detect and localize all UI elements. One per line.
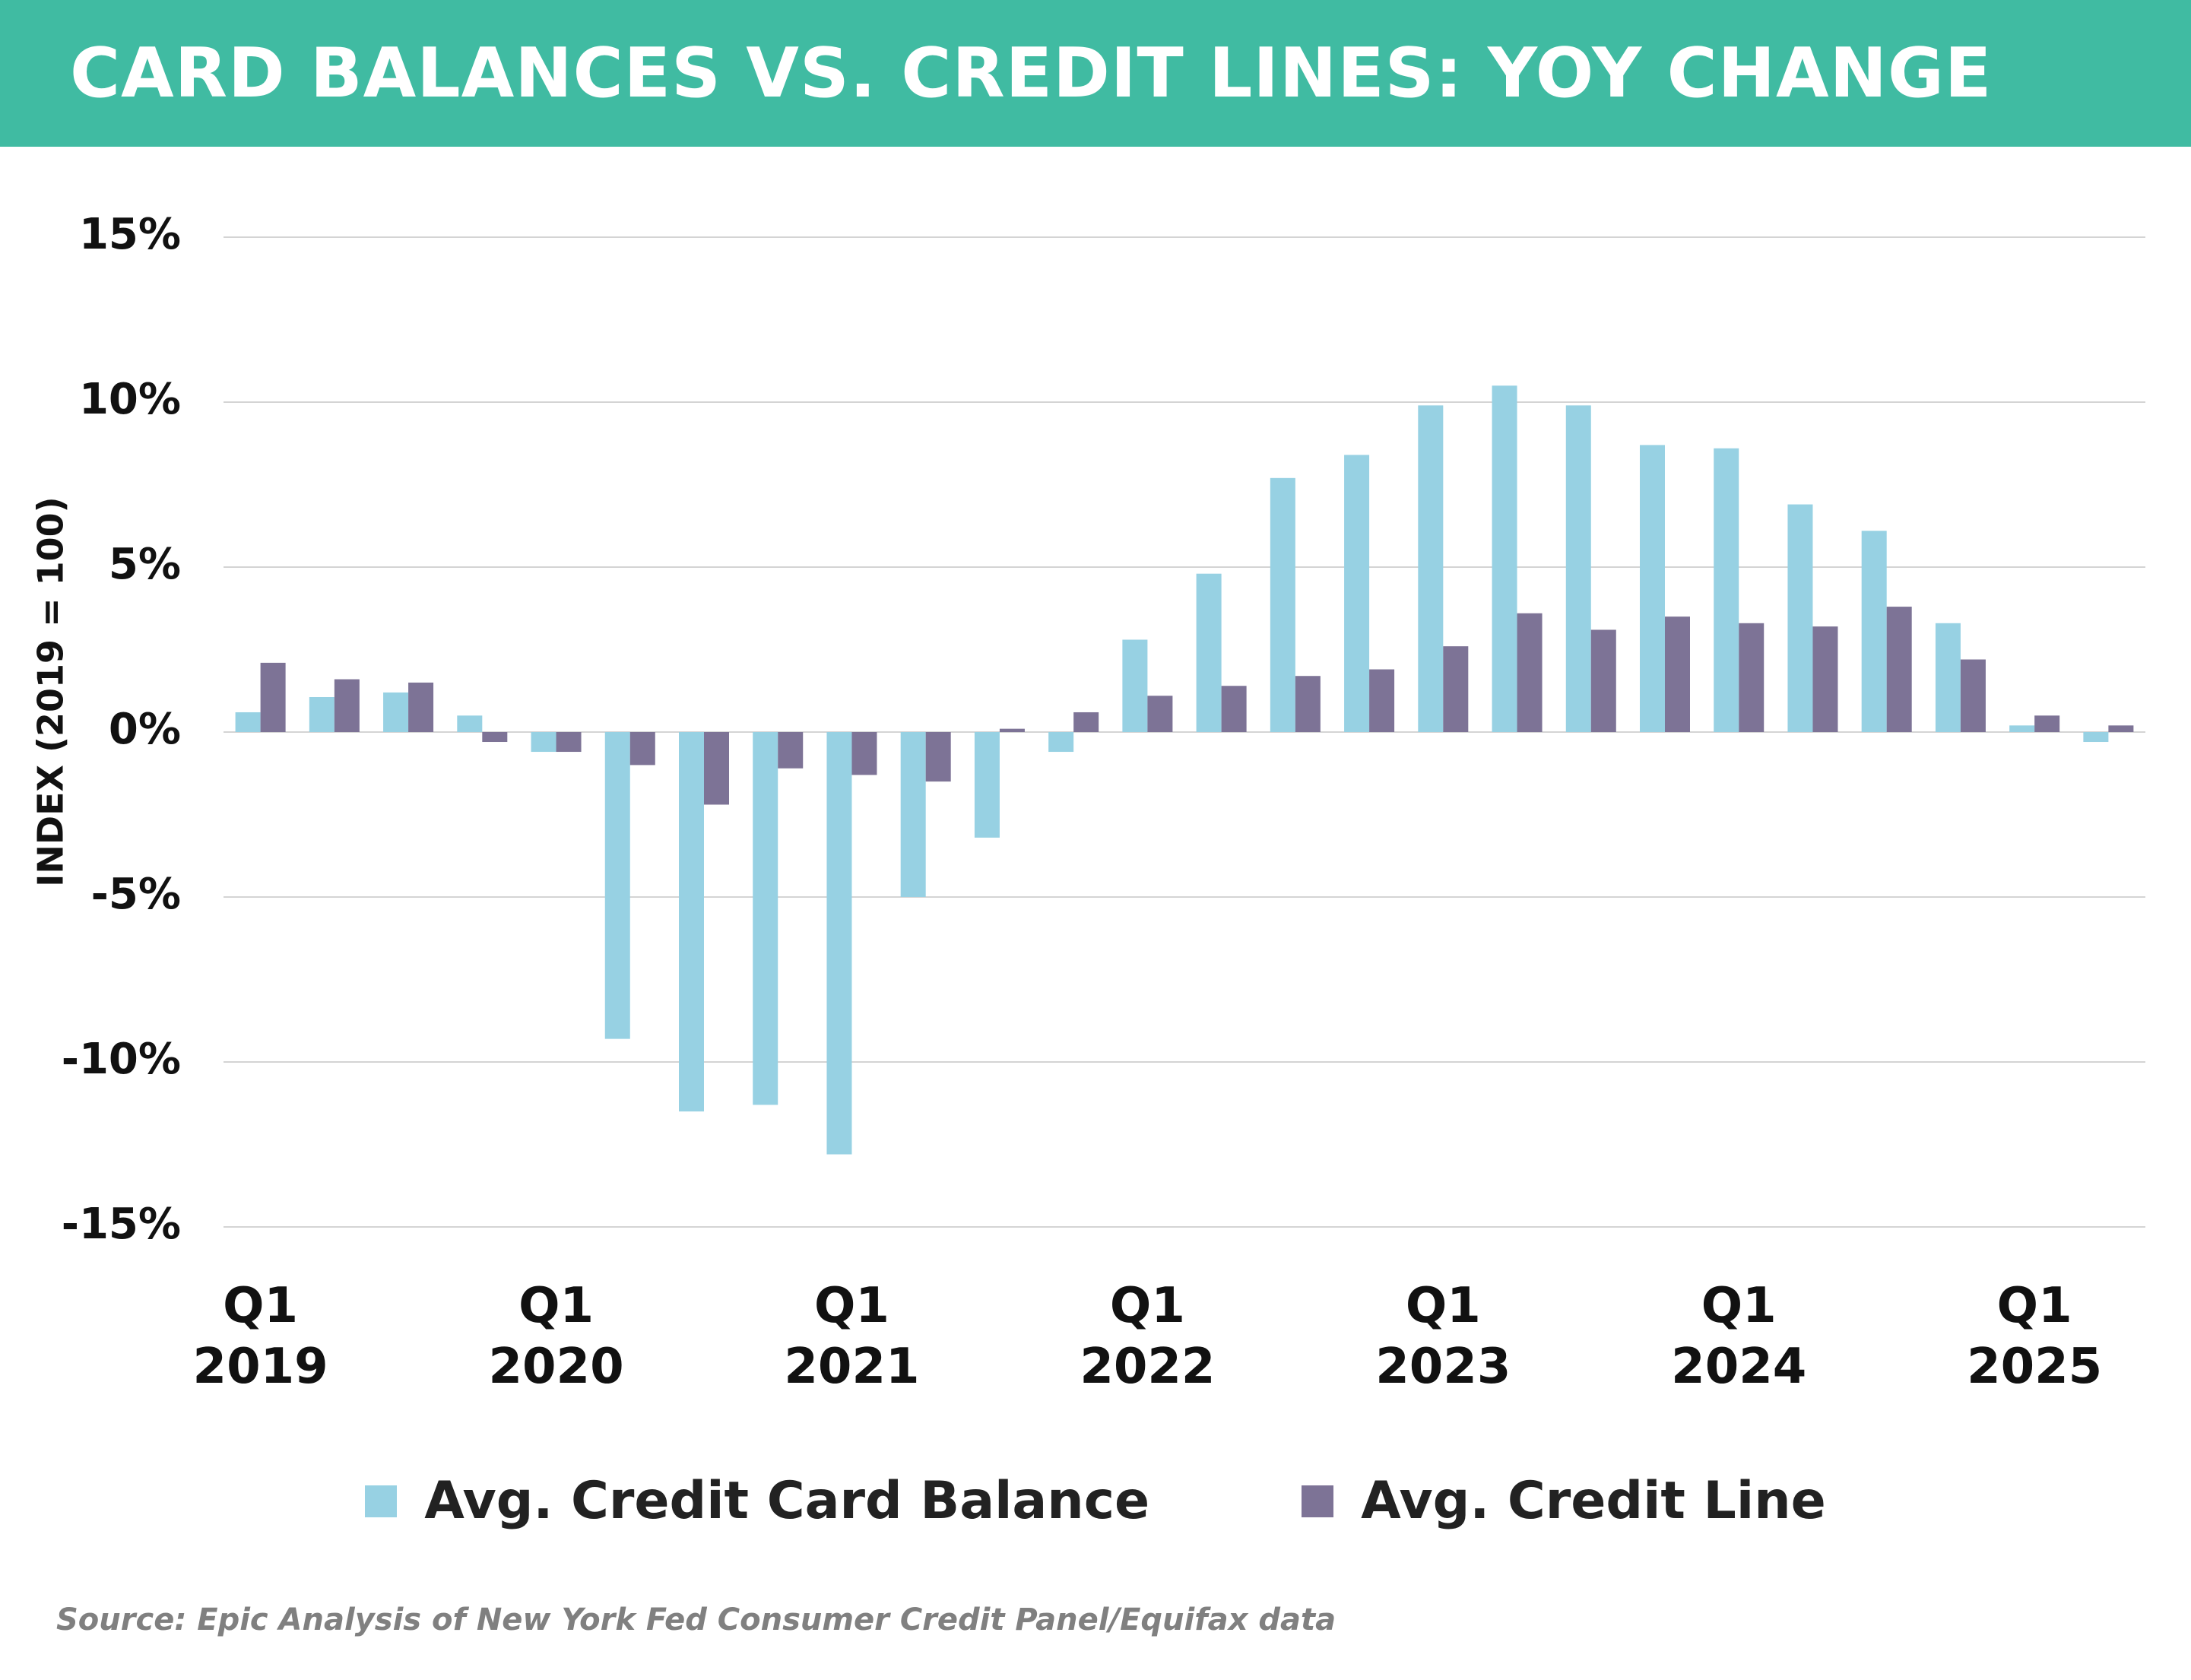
x-tick-label: Q1 2023 [1375, 1278, 1511, 1395]
bar [2108, 725, 2134, 732]
bar [604, 732, 630, 1039]
bar [1443, 646, 1469, 732]
chart-title: CARD BALANCES VS. CREDIT LINES: YOY CHAN… [70, 33, 1993, 113]
y-tick-label: 15% [79, 210, 181, 259]
bar [457, 715, 483, 732]
bar [1073, 712, 1099, 732]
bar [1787, 504, 1813, 732]
bar [1665, 617, 1690, 732]
bar [1517, 613, 1543, 732]
y-axis-label: INDEX (2019 = 100) [30, 496, 71, 886]
bar [999, 728, 1025, 732]
bar [531, 732, 556, 753]
bar [1861, 531, 1887, 732]
bar [1714, 448, 1739, 732]
y-tick-label: 10% [79, 375, 181, 424]
bar [778, 732, 804, 769]
bar [1344, 455, 1370, 732]
bar [1590, 629, 1616, 732]
bar [1565, 405, 1591, 732]
bar [900, 732, 926, 897]
legend-item: Avg. Credit Line [1302, 1471, 1826, 1531]
y-tick-label: 0% [109, 705, 181, 754]
bar [2083, 732, 2109, 743]
bar [753, 732, 778, 1105]
legend-item: Avg. Credit Card Balance [365, 1471, 1149, 1531]
y-tick-label: 5% [109, 540, 181, 589]
y-tick-label: -5% [91, 870, 181, 919]
bar [826, 732, 852, 1155]
x-tick-label: Q1 2019 [192, 1278, 328, 1395]
bar [704, 732, 729, 805]
x-tick-label: Q1 2022 [1080, 1278, 1216, 1395]
legend-label: Avg. Credit Card Balance [424, 1471, 1150, 1531]
bar [1960, 659, 1986, 732]
bar [679, 732, 704, 1112]
bar [1221, 686, 1247, 732]
bar [1295, 676, 1321, 732]
bar [1886, 607, 1912, 732]
bar [1935, 623, 1961, 732]
x-tick-label: Q1 2021 [784, 1278, 920, 1395]
bar [556, 732, 582, 753]
bar [925, 732, 951, 782]
bar [383, 692, 409, 732]
bar [1122, 639, 1148, 732]
bar [1812, 626, 1838, 732]
bar [1147, 696, 1173, 732]
x-tick-label: Q1 2020 [488, 1278, 624, 1395]
bar [974, 732, 1000, 838]
bar [1196, 573, 1222, 732]
source-note: Source: Epic Analysis of New York Fed Co… [56, 1602, 1336, 1637]
y-tick-label: -10% [62, 1035, 181, 1084]
bar [2009, 725, 2035, 732]
x-tick-label: Q1 2024 [1671, 1278, 1807, 1395]
bar [1048, 732, 1074, 753]
bar [1270, 477, 1295, 732]
bar [334, 679, 360, 732]
bar [260, 662, 286, 732]
bar [1640, 445, 1665, 732]
bar [851, 732, 877, 775]
bar [482, 732, 508, 743]
legend-swatch [1302, 1485, 1334, 1517]
bar [309, 696, 335, 732]
bar [1492, 385, 1517, 732]
bar [629, 732, 655, 766]
header: CARD BALANCES VS. CREDIT LINES: YOY CHAN… [0, 0, 2191, 147]
legend: Avg. Credit Card Balance Avg. Credit Line [0, 1471, 2191, 1531]
bar [408, 682, 434, 732]
legend-label: Avg. Credit Line [1361, 1471, 1826, 1531]
bar [1739, 623, 1765, 732]
x-tick-label: Q1 2025 [1967, 1278, 2103, 1395]
bar [1369, 669, 1395, 732]
bar [235, 712, 261, 732]
bar [1418, 405, 1444, 732]
bar [2034, 715, 2060, 732]
legend-swatch [365, 1485, 398, 1517]
y-tick-label: -15% [62, 1200, 181, 1249]
